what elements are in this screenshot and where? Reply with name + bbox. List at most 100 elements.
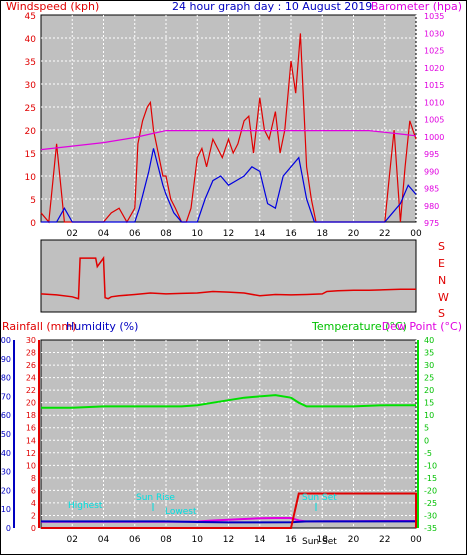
barometer-tick-label: 1005 xyxy=(424,116,444,125)
wind-x-tick-label: 06 xyxy=(129,229,141,239)
windspeed-tick-label: 25 xyxy=(25,104,36,114)
temp-x-tick-label: 16 xyxy=(285,535,297,545)
wind-x-tick-label: 20 xyxy=(348,229,360,239)
rainfall-tick-label: 4 xyxy=(31,499,36,508)
humidity-tick-label: 80 xyxy=(1,374,11,383)
windspeed-tick-label: 40 xyxy=(25,35,37,45)
temp-x-tick-label: 02 xyxy=(67,535,78,545)
windspeed-tick-label: 5 xyxy=(30,196,36,206)
barometer-tick-label: 1010 xyxy=(424,98,444,107)
humidity-tick-label: 60 xyxy=(1,411,11,420)
temp-x-tick-label: 00 xyxy=(410,535,422,545)
humidity-tick-label: 40 xyxy=(1,449,11,458)
temp-series xyxy=(41,394,417,529)
temperature-tick-label: 15 xyxy=(424,399,434,408)
rainfall-tick-label: 26 xyxy=(26,361,36,370)
temperature-tick-label: -35 xyxy=(424,524,437,533)
temperature-tick-label: -15 xyxy=(424,474,437,483)
rainfall-tick-label: 28 xyxy=(26,349,36,358)
temp-series-line-2 xyxy=(41,520,416,524)
windspeed-tick-label: 10 xyxy=(25,173,37,183)
rainfall-tick-label: 24 xyxy=(26,374,36,383)
barometer-tick-label: 1000 xyxy=(424,133,444,142)
temp-x-tick-label: 08 xyxy=(160,535,172,545)
temp-series-line-0 xyxy=(41,394,416,409)
dewpoint-axis-title: Dew Point (°C) xyxy=(382,320,462,333)
direction-series xyxy=(40,255,416,300)
humidity-tick-label: 20 xyxy=(1,486,11,495)
windspeed-axis-title: Windspeed (kph) xyxy=(6,0,99,13)
wind-x-tick-label: 10 xyxy=(192,229,204,239)
rainfall-tick-label: 30 xyxy=(26,336,36,345)
wind-series-line-1 xyxy=(41,148,417,223)
rainfall-tick-label: 20 xyxy=(26,399,36,408)
humidity-tick-label: 10 xyxy=(1,505,11,514)
dir-label-e: E xyxy=(438,257,445,270)
windspeed-tick-label: 15 xyxy=(25,150,36,160)
humidity-tick-label: 100 xyxy=(0,336,11,345)
dir-label-s-top: S xyxy=(438,240,445,253)
temp-x-tick-label: 10 xyxy=(192,535,204,545)
temperature-tick-label: 35 xyxy=(424,349,434,358)
sunset-tick-label: Sun Set xyxy=(302,537,337,547)
windspeed-tick-label: 20 xyxy=(25,127,37,137)
barometer-tick-label: 1015 xyxy=(424,81,444,90)
wind-x-tick-label: 14 xyxy=(254,229,266,239)
humidity-ticks: 0 10 20 30 40 50 60 70 80 90 100 xyxy=(0,336,11,533)
temperature-tick-label: 0 xyxy=(424,436,429,445)
temp-x-tick-label: 20 xyxy=(348,535,360,545)
rainfall-tick-label: 10 xyxy=(26,461,36,470)
wind-x-tick-label: 12 xyxy=(223,229,234,239)
barometer-tick-label: 985 xyxy=(424,185,439,194)
sunset-annotation: Sun Set xyxy=(302,493,337,503)
temp-x-tick-label: 04 xyxy=(98,535,110,545)
dir-label-s-bottom: S xyxy=(438,307,445,320)
temp-grid xyxy=(41,340,417,528)
wind-x-tick-label: 18 xyxy=(317,229,329,239)
temperature-tick-label: -10 xyxy=(424,461,437,470)
rainfall-tick-label: 16 xyxy=(26,424,36,433)
wind-x-tick-label: 04 xyxy=(98,229,110,239)
rainfall-tick-label: 14 xyxy=(26,436,36,445)
wind-series-line-2 xyxy=(40,130,417,151)
barometer-ticks: 975 980 985 990 995 1000 1005 1010 1015 1020 1025 1… xyxy=(424,12,444,228)
dir-label-w: W xyxy=(438,291,449,304)
temp-series-line-3 xyxy=(41,492,417,529)
humidity-tick-label: 70 xyxy=(1,392,11,401)
dir-label-n: N xyxy=(438,274,446,287)
temperature-axis-title: Temperature (°C) xyxy=(311,320,407,333)
wind-x-tick-label: 22 xyxy=(379,229,390,239)
windspeed-ticks: 0 5 10 15 20 25 30 35 40 45 xyxy=(25,12,37,229)
temperature-tick-label: -30 xyxy=(424,511,437,520)
temperature-tick-label: 20 xyxy=(424,386,434,395)
windspeed-tick-label: 30 xyxy=(25,81,37,91)
barometer-tick-label: 980 xyxy=(424,202,439,211)
windspeed-tick-label: 35 xyxy=(25,58,36,68)
temperature-ticks: 40 35 30 25 20 15 10 5 0 -5 -10 -15 -20 -25 -30 -35 xyxy=(424,336,437,533)
humidity-tick-label: 50 xyxy=(1,430,11,439)
sunrise-annotation: Sun Rise xyxy=(136,493,175,503)
temperature-tick-label: 10 xyxy=(424,411,434,420)
wind-x-tick-label: 02 xyxy=(67,229,78,239)
rainfall-tick-label: 18 xyxy=(26,411,36,420)
temperature-tick-label: 25 xyxy=(424,374,434,383)
barometer-tick-label: 995 xyxy=(424,150,439,159)
barometer-tick-label: 1035 xyxy=(424,12,444,21)
rainfall-axis-title: Rainfall (mm) xyxy=(2,320,76,333)
wind-x-tick-label: 16 xyxy=(285,229,297,239)
temp-x-tick-label: 14 xyxy=(254,535,266,545)
wind-x-ticks: 02 04 06 08 10 12 14 16 18 20 22 00 xyxy=(67,229,422,239)
temp-x-tick-label: 06 xyxy=(129,535,141,545)
rainfall-tick-label: 22 xyxy=(26,386,36,395)
rainfall-tick-label: 2 xyxy=(31,511,36,520)
lowest-annotation: Lowest xyxy=(165,507,197,517)
temperature-tick-label: -25 xyxy=(424,499,437,508)
barometer-tick-label: 975 xyxy=(424,219,439,228)
wind-x-tick-label: 08 xyxy=(160,229,172,239)
temperature-tick-label: 40 xyxy=(424,336,434,345)
humidity-tick-label: 30 xyxy=(1,468,11,477)
temperature-tick-label: -20 xyxy=(424,486,437,495)
barometer-tick-label: 990 xyxy=(424,167,439,176)
windspeed-tick-label: 0 xyxy=(30,219,36,229)
